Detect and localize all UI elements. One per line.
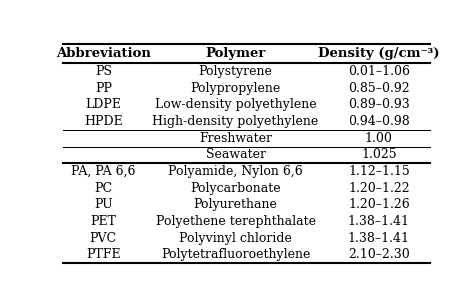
Text: 1.00: 1.00	[365, 132, 393, 145]
Text: 1.025: 1.025	[361, 148, 397, 161]
Text: PA, PA 6,6: PA, PA 6,6	[71, 165, 136, 178]
Text: 1.20–1.22: 1.20–1.22	[348, 182, 410, 195]
Text: Polymer: Polymer	[205, 47, 266, 60]
Text: Polyvinyl chloride: Polyvinyl chloride	[179, 232, 292, 245]
Text: PTFE: PTFE	[86, 248, 121, 261]
Text: 0.01–1.06: 0.01–1.06	[348, 65, 410, 78]
Text: Polystyrene: Polystyrene	[199, 65, 273, 78]
Text: Polyethene terephthalate: Polyethene terephthalate	[155, 215, 316, 228]
Text: PP: PP	[95, 82, 112, 95]
Text: PU: PU	[94, 198, 113, 211]
Text: Polyamide, Nylon 6,6: Polyamide, Nylon 6,6	[168, 165, 303, 178]
Text: Abbreviation: Abbreviation	[56, 47, 151, 60]
Text: Low-density polyethylene: Low-density polyethylene	[155, 98, 316, 111]
Text: High-density polyethylene: High-density polyethylene	[153, 115, 319, 128]
Text: 1.38–1.41: 1.38–1.41	[348, 215, 410, 228]
Text: Density (g/cm⁻³): Density (g/cm⁻³)	[318, 47, 439, 60]
Text: Polyurethane: Polyurethane	[194, 198, 277, 211]
Text: PC: PC	[94, 182, 112, 195]
Text: Seawater: Seawater	[206, 148, 265, 161]
Text: Polypropylene: Polypropylene	[191, 82, 281, 95]
Text: 0.85–0.92: 0.85–0.92	[348, 82, 410, 95]
Text: PVC: PVC	[90, 232, 117, 245]
Text: 1.20–1.26: 1.20–1.26	[348, 198, 410, 211]
Text: PET: PET	[91, 215, 116, 228]
Text: Polycarbonate: Polycarbonate	[190, 182, 281, 195]
Text: Polytetrafluoroethylene: Polytetrafluoroethylene	[161, 248, 310, 261]
Text: PS: PS	[95, 65, 112, 78]
Text: 0.89–0.93: 0.89–0.93	[348, 98, 410, 111]
Text: 1.12–1.15: 1.12–1.15	[348, 165, 410, 178]
Text: 1.38–1.41: 1.38–1.41	[348, 232, 410, 245]
Text: 0.94–0.98: 0.94–0.98	[348, 115, 410, 128]
Text: HPDE: HPDE	[84, 115, 123, 128]
Text: 2.10–2.30: 2.10–2.30	[348, 248, 410, 261]
Text: LDPE: LDPE	[85, 98, 121, 111]
Text: Freshwater: Freshwater	[199, 132, 272, 145]
